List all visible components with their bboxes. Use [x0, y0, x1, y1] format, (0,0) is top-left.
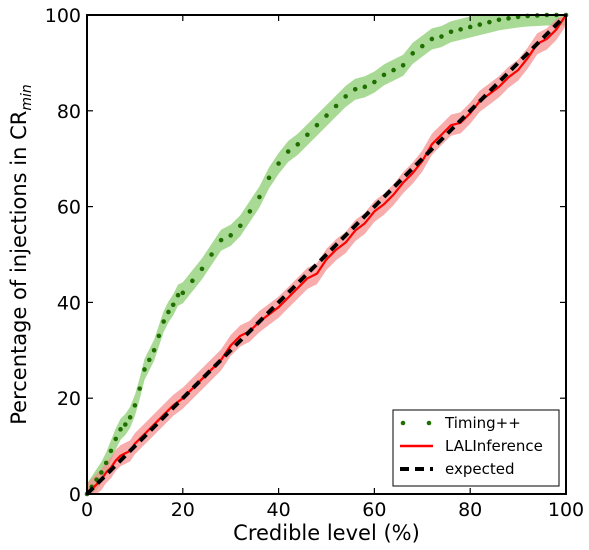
- timing--point: [209, 252, 214, 257]
- y-tick-label: 80: [57, 101, 81, 123]
- legend-item-expected: expected: [400, 460, 514, 478]
- timing--point: [218, 237, 224, 243]
- legend: Timing++ LALInference expected: [392, 409, 560, 487]
- expected-line: [85, 13, 568, 496]
- timing--point: [228, 233, 233, 238]
- timing--band: [87, 15, 566, 494]
- timing--point: [496, 17, 502, 23]
- timing--point: [99, 470, 104, 475]
- x-tick-label: 20: [171, 499, 195, 521]
- legend-marker: [400, 420, 406, 426]
- timing--point: [429, 36, 435, 42]
- series-lines: [84, 12, 569, 497]
- timing--point: [247, 209, 253, 214]
- timing--point: [477, 22, 483, 27]
- timing--point: [506, 16, 511, 21]
- timing--point: [400, 62, 406, 68]
- timing--point: [276, 161, 281, 166]
- timing--point: [166, 309, 171, 315]
- timing--point: [170, 302, 176, 308]
- timing--point: [142, 367, 147, 372]
- x-tick-label: 60: [362, 499, 386, 521]
- timing--point: [362, 84, 368, 90]
- x-tick-label: 100: [548, 499, 584, 521]
- timing--point: [333, 103, 339, 109]
- timing--point: [285, 149, 291, 154]
- legend-label: LALInference: [445, 437, 543, 455]
- timing--point: [305, 132, 310, 138]
- x-tick-label: 40: [267, 499, 291, 521]
- y-tick-label: 100: [45, 5, 81, 27]
- timing--point: [314, 122, 320, 128]
- timing--point: [199, 266, 205, 272]
- legend-label: Timing++: [444, 414, 521, 432]
- y-tick-label: 60: [57, 197, 81, 219]
- legend-item-lalinference: LALInference: [400, 437, 543, 455]
- plot-frame: [86, 14, 567, 495]
- timing--point: [118, 427, 123, 432]
- timing--point: [352, 86, 358, 92]
- x-axis-label: Credible level (%): [233, 521, 420, 545]
- timing--point: [391, 67, 396, 73]
- y-tick-label: 40: [57, 292, 81, 314]
- x-tick-label: 80: [458, 499, 482, 521]
- timing--point: [123, 422, 128, 427]
- timing--point: [175, 292, 181, 298]
- timing--point: [372, 79, 377, 85]
- timing--point: [180, 290, 186, 296]
- legend-label: expected: [445, 460, 514, 478]
- timing--point: [266, 175, 272, 181]
- y-axis-label-sub: min: [19, 84, 35, 110]
- legend-box: [392, 409, 560, 487]
- timing--point: [156, 333, 162, 339]
- timing--point: [190, 278, 195, 284]
- timing--point: [151, 348, 157, 353]
- y-tick-label: 20: [57, 388, 81, 410]
- x-tick-label: 0: [81, 499, 93, 521]
- timing--point: [113, 436, 119, 442]
- timing--point: [257, 194, 262, 200]
- timing--point: [132, 403, 138, 408]
- timing--point: [127, 415, 133, 420]
- timing--point: [343, 94, 348, 99]
- timing--point: [448, 29, 454, 35]
- timing--point: [410, 51, 416, 56]
- timing--point: [137, 386, 142, 391]
- timing--point: [161, 319, 166, 324]
- legend-item-timing-: Timing++: [400, 414, 521, 432]
- y-tick-label: 0: [69, 484, 81, 506]
- timing--point: [381, 72, 387, 78]
- y-axis-label-main: Percentage of injections in CR: [7, 111, 31, 425]
- y-axis-label: Percentage of injections in CRmin: [7, 84, 35, 425]
- timing--point: [439, 34, 444, 39]
- legend-marker: [426, 420, 432, 426]
- timing--point: [146, 357, 152, 363]
- timing--point: [237, 223, 243, 229]
- timing--point: [295, 142, 301, 147]
- timing--point: [103, 460, 109, 466]
- timing--point: [487, 19, 492, 25]
- timing--point: [458, 27, 463, 32]
- timing--point: [324, 113, 329, 118]
- timing--point: [420, 43, 425, 49]
- tick-labels: 0 20 40 60 80 100 0 20 40 60 80 100: [45, 5, 584, 521]
- timing--point: [108, 448, 114, 454]
- timing--point: [467, 24, 473, 30]
